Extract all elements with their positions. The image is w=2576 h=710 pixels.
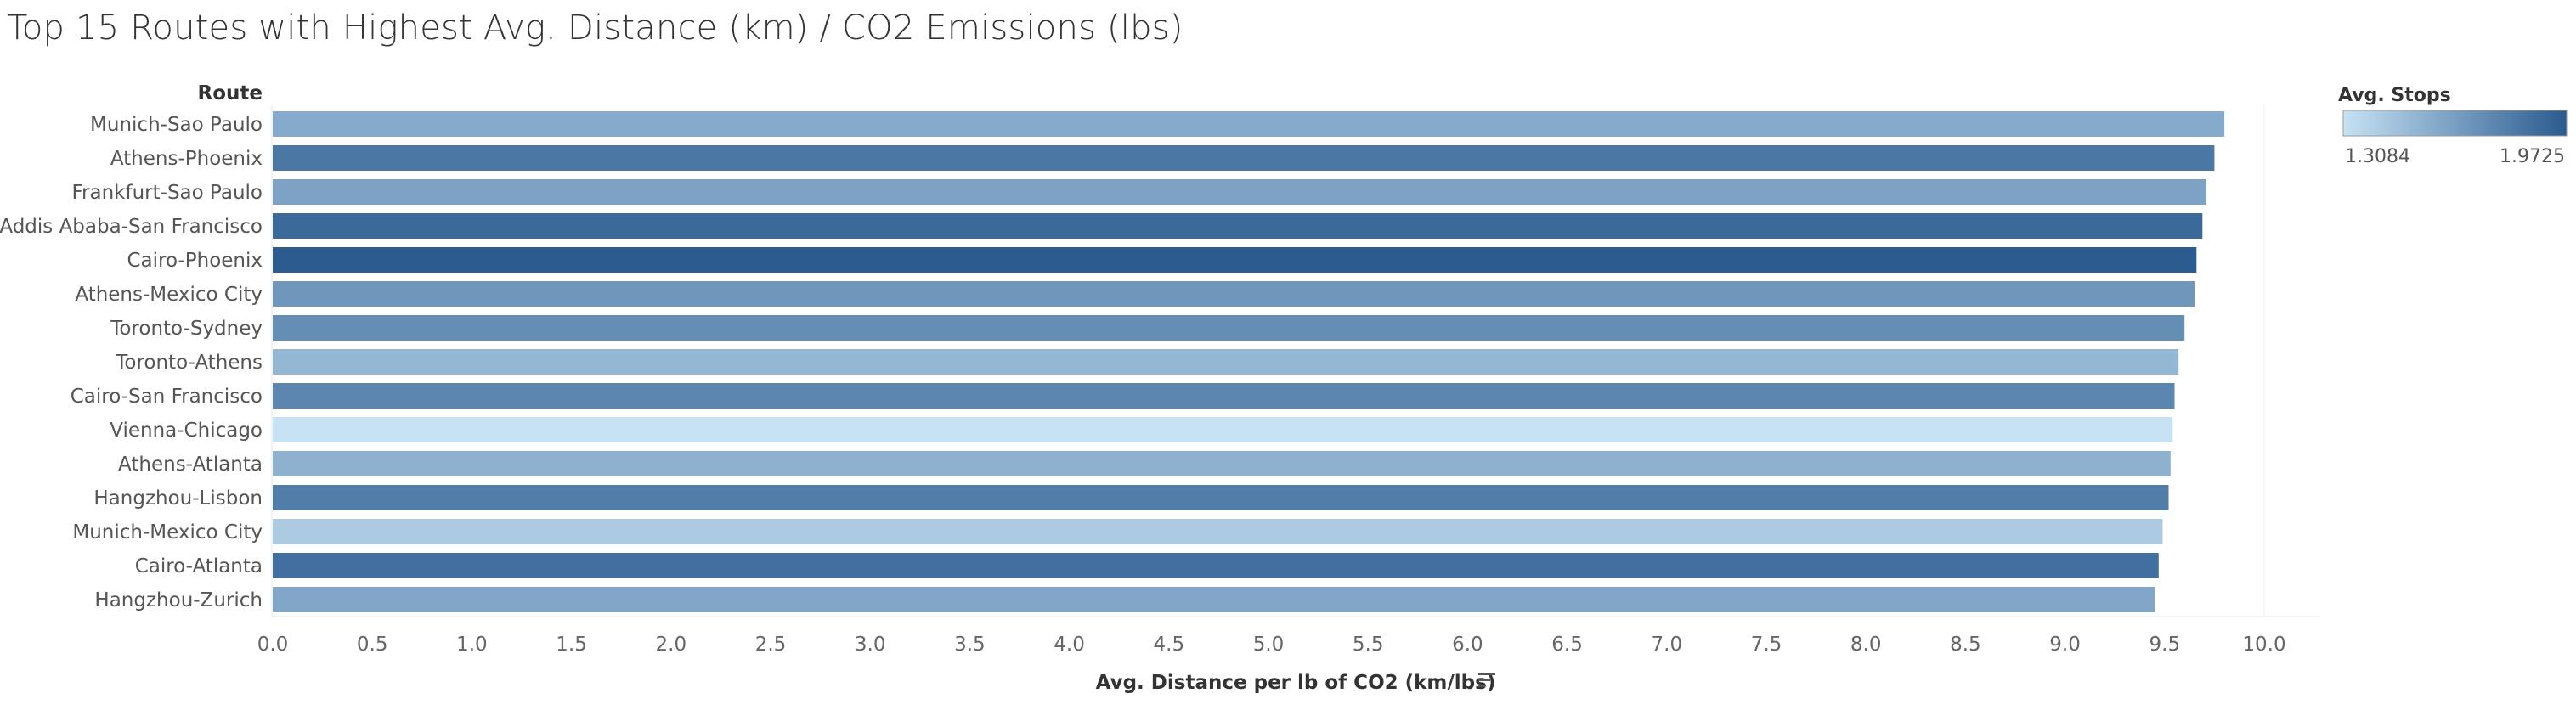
bar-hangzhou-zurich[interactable] xyxy=(273,587,2155,612)
bar-athens-mexico-city[interactable] xyxy=(273,281,2195,307)
route-labels: Munich-Sao Paulo Athens-Phoenix Frankfurt-… xyxy=(0,114,263,611)
bar-hangzhou-lisbon[interactable] xyxy=(273,485,2169,510)
bar-toronto-sydney[interactable] xyxy=(273,315,2185,341)
route-label[interactable]: Frankfurt-Sao Paulo xyxy=(72,182,263,204)
y-axis-header: Route xyxy=(198,82,263,104)
bar-cairo-phoenix[interactable] xyxy=(273,247,2197,273)
x-tick-label: 3.5 xyxy=(954,634,986,656)
x-tick-label: 8.5 xyxy=(1950,634,1981,656)
x-tick-label: 6.5 xyxy=(1551,634,1583,656)
legend-gradient-bar xyxy=(2342,110,2568,137)
bar-cairo-san-francisco[interactable] xyxy=(273,383,2175,409)
bar-frankfurt-sao-paulo[interactable] xyxy=(273,179,2206,205)
legend-max-label: 1.9725 xyxy=(2500,146,2565,167)
route-label[interactable]: Vienna-Chicago xyxy=(110,420,263,442)
x-tick-label: 1.5 xyxy=(556,634,587,656)
chart-title: Top 15 Routes with Highest Avg. Distance… xyxy=(7,8,1183,48)
route-label[interactable]: Cairo-San Francisco xyxy=(71,386,263,408)
x-tick-label: 0.5 xyxy=(357,634,388,656)
route-label[interactable]: Athens-Mexico City xyxy=(75,284,263,306)
x-tick-label: 6.0 xyxy=(1452,634,1483,656)
sort-icon[interactable] xyxy=(1478,673,1495,687)
bar-athens-atlanta[interactable] xyxy=(273,451,2171,476)
route-label[interactable]: Munich-Mexico City xyxy=(72,521,263,544)
route-label[interactable]: Hangzhou-Zurich xyxy=(94,589,263,611)
x-axis-ticks: 0.0 0.5 1.0 1.5 2.0 2.5 3.0 3.5 4.0 4.5 5.0 5.5 6.0 6… xyxy=(257,634,2286,656)
x-tick-label: 4.5 xyxy=(1154,634,1185,656)
x-tick-label: 9.0 xyxy=(2049,634,2081,656)
bar-toronto-athens[interactable] xyxy=(273,349,2179,375)
route-label[interactable]: Toronto-Athens xyxy=(115,352,263,374)
x-tick-label: 9.5 xyxy=(2149,634,2181,656)
x-axis-title: Avg. Distance per lb of CO2 (km/lbs) xyxy=(1096,672,1496,694)
bar-cairo-atlanta[interactable] xyxy=(273,553,2159,578)
x-tick-label: 8.0 xyxy=(1850,634,1882,656)
legend-min-label: 1.3084 xyxy=(2345,146,2410,167)
x-tick-label: 5.5 xyxy=(1353,634,1384,656)
bar-athens-phoenix[interactable] xyxy=(273,145,2215,171)
bar-munich-sao-paulo[interactable] xyxy=(273,111,2225,137)
bar-addis-ababa-san-francisco[interactable] xyxy=(273,213,2203,239)
x-tick-label: 1.0 xyxy=(456,634,488,656)
route-label[interactable]: Hangzhou-Lisbon xyxy=(93,487,263,510)
x-tick-label: 7.5 xyxy=(1751,634,1782,656)
x-tick-label: 2.5 xyxy=(755,634,787,656)
route-label[interactable]: Addis Ababa-San Francisco xyxy=(0,216,263,238)
x-tick-label: 7.0 xyxy=(1652,634,1683,656)
x-tick-label: 10.0 xyxy=(2242,634,2285,656)
bar-munich-mexico-city[interactable] xyxy=(273,519,2163,544)
x-tick-label: 3.0 xyxy=(855,634,886,656)
route-label[interactable]: Athens-Atlanta xyxy=(118,454,263,476)
x-tick-label: 2.0 xyxy=(656,634,687,656)
route-label[interactable]: Cairo-Atlanta xyxy=(135,555,263,578)
route-label[interactable]: Cairo-Phoenix xyxy=(127,250,263,272)
x-tick-label: 4.0 xyxy=(1054,634,1085,656)
bar-vienna-chicago[interactable] xyxy=(273,417,2173,442)
gridlines xyxy=(271,105,2265,617)
bars xyxy=(273,111,2225,612)
x-tick-label: 5.0 xyxy=(1253,634,1285,656)
route-label[interactable]: Toronto-Sydney xyxy=(110,318,263,340)
x-tick-label: 0.0 xyxy=(257,634,289,656)
legend-title: Avg. Stops xyxy=(2338,85,2451,106)
route-label[interactable]: Munich-Sao Paulo xyxy=(90,114,263,136)
route-label[interactable]: Athens-Phoenix xyxy=(110,148,263,170)
